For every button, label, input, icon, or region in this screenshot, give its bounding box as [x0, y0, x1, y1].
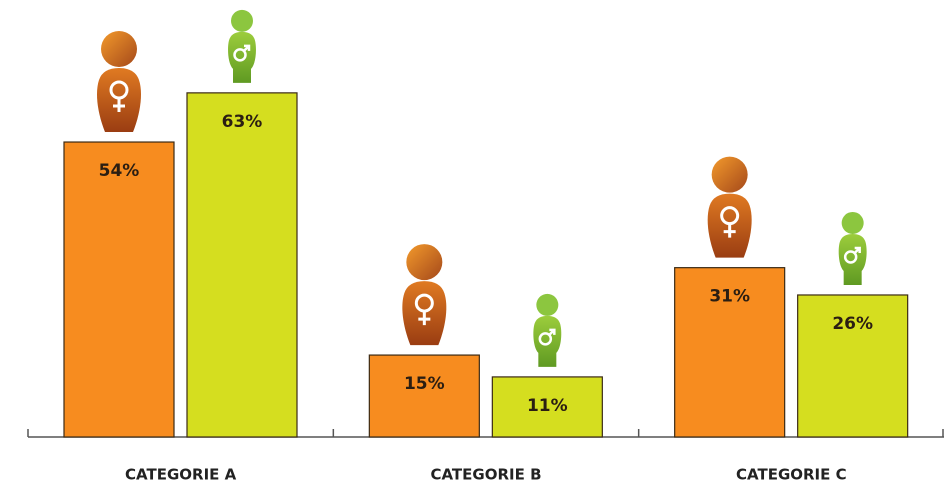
value-label: 15%: [404, 374, 445, 394]
value-label: 26%: [832, 314, 873, 334]
icon-head: [536, 293, 559, 316]
icon-head: [841, 211, 864, 234]
icon-head: [711, 156, 748, 193]
bar: [674, 267, 786, 438]
value-label: 11%: [527, 396, 568, 416]
value-label: 31%: [709, 287, 750, 307]
icon-symbol: [418, 311, 431, 326]
icon-symbol: [853, 246, 861, 254]
icon-symbol: [843, 250, 858, 264]
icon-head: [101, 31, 137, 68]
value-label: 63%: [222, 112, 263, 132]
icon-symbol: [723, 223, 736, 238]
icon-body: [533, 315, 562, 367]
female-icon: [707, 156, 752, 258]
female-icon: [97, 31, 141, 133]
icon-head: [406, 244, 443, 281]
x-tick-label: CATEGORIE C: [736, 466, 847, 484]
x-tick-label: CATEGORIE A: [125, 466, 237, 484]
bar: [491, 376, 603, 438]
icon-symbol: [538, 332, 553, 346]
bar: [797, 294, 909, 438]
icon-symbol: [233, 48, 247, 62]
value-label: 54%: [99, 161, 140, 181]
icon-symbol: [243, 44, 251, 52]
male-icon: [838, 211, 867, 285]
icon-symbol: [113, 98, 125, 113]
male-icon: [228, 9, 256, 83]
bar: [368, 354, 480, 438]
icon-body: [228, 31, 256, 83]
icon-body: [838, 233, 867, 285]
icon-head: [231, 9, 253, 32]
x-tick-label: CATEGORIE B: [430, 466, 541, 484]
bar: [186, 92, 298, 438]
bar: [63, 141, 175, 438]
female-icon: [402, 244, 447, 346]
icon-symbol: [548, 328, 556, 336]
male-icon: [533, 293, 562, 367]
